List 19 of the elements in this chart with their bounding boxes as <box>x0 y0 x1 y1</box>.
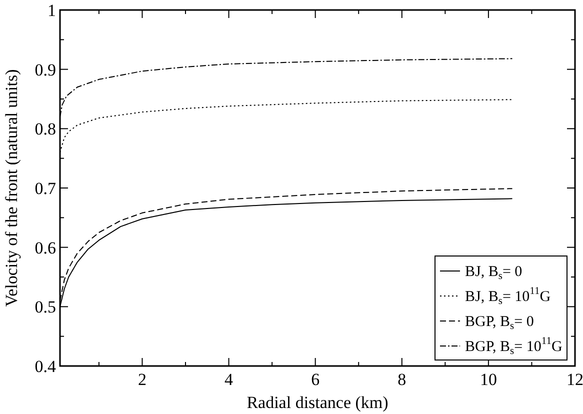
y-tick-label: 0.7 <box>34 179 56 198</box>
y-tick-label: 1 <box>48 1 56 20</box>
x-tick-label: 4 <box>224 370 234 389</box>
x-tick-label: 12 <box>566 370 583 389</box>
x-tick-label: 10 <box>480 370 497 389</box>
y-tick-label: 0.6 <box>34 238 56 258</box>
legend-label: BGP, B$_{s}$= 10$^{11}$G <box>465 336 562 358</box>
legend-label: BJ, B$_{s}$= 10$^{11}$G <box>465 286 551 308</box>
y-axis-title: Velocity of the front (natural units) <box>2 69 21 307</box>
x-tick-label: 2 <box>138 370 146 389</box>
x-axis-title: Radial distance (km) <box>246 393 388 412</box>
y-tick-label: 0.8 <box>34 120 56 139</box>
x-tick-label: 6 <box>311 370 320 389</box>
legend-label: BGP, B$_{s}$= 0 <box>465 314 534 332</box>
legend-label: BJ, B$_{s}$= 0 <box>465 264 522 282</box>
y-tick-label: 0.9 <box>34 60 56 80</box>
y-tick-label: 0.4 <box>34 357 56 376</box>
x-tick-label: 8 <box>398 370 406 389</box>
y-tick-label: 0.5 <box>34 298 56 317</box>
